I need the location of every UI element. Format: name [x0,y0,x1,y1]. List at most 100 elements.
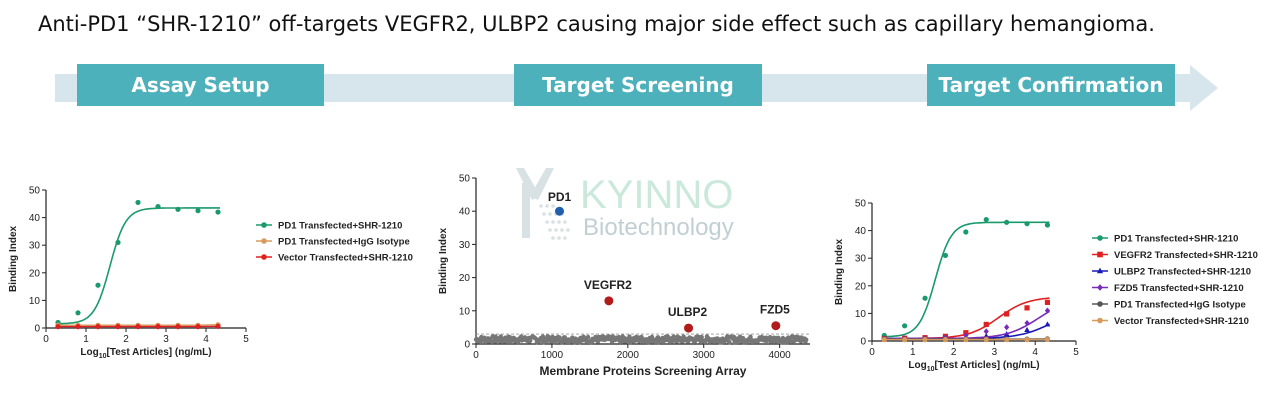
background-point [694,334,699,339]
background-point [698,339,704,344]
background-point [798,339,804,344]
data-point [1024,319,1030,327]
background-point [786,337,792,342]
background-point [578,335,583,340]
background-point [489,339,494,345]
background-point [473,337,479,342]
y-tick-label: 20 [855,281,867,292]
background-point [793,337,798,343]
background-point [598,334,604,340]
background-point [500,336,506,342]
data-point [155,324,161,330]
background-point [499,337,504,342]
background-point [767,335,773,340]
data-point [963,337,969,343]
data-point [983,321,989,328]
background-point [479,336,485,341]
background-point [656,340,661,345]
background-point [737,338,742,343]
background-point [508,337,513,342]
background-point [496,336,501,341]
fit-curve [882,221,1050,338]
background-point [557,335,562,340]
y-tick-label: 0 [464,340,470,351]
background-point [524,337,529,342]
background-point [616,337,621,342]
background-point [701,338,707,344]
x-tick-label: 4000 [769,350,792,361]
background-point [718,337,723,342]
background-point [605,334,610,340]
background-point [553,335,558,341]
data-point [922,337,928,343]
hit-label-vegfr2: VEGFR2 [584,278,632,292]
background-point [688,335,693,341]
background-point [735,336,740,341]
background-point [666,335,671,340]
data-point [55,324,61,330]
logo-text-kyinno: KYINNO [580,173,733,217]
background-point [602,337,607,343]
data-point [175,206,181,212]
legend-label: Vector Transfected+SHR-1210 [278,253,413,264]
background-point [588,339,593,344]
data-point [902,335,908,342]
background-point [659,338,664,344]
background-point [485,338,490,344]
background-point [800,336,805,342]
background-point [483,339,488,345]
legend-swatch-marker [261,238,267,244]
background-point [712,337,717,342]
background-point [719,340,725,345]
series-pd1-transfected-igg-isotype [881,336,1051,342]
background-point [633,338,638,343]
data-point [902,337,908,343]
x-tick-label: 1 [83,334,89,345]
background-point [744,339,749,345]
background-point [685,336,690,342]
background-point [518,334,524,339]
data-point [115,322,121,328]
background-point [600,334,606,339]
data-point [95,322,101,328]
background-point [538,336,543,341]
legend-swatch-marker [1097,284,1103,291]
background-point [515,339,521,345]
background-point [784,336,789,342]
data-point [963,336,969,342]
background-point [746,337,751,342]
background-point [782,337,788,342]
background-point [673,338,678,343]
background-point [527,339,532,344]
background-point [692,339,698,344]
x-tick-label: 3000 [693,350,716,361]
background-point [771,335,777,340]
background-point [774,339,780,344]
background-point [558,339,563,344]
data-point [881,332,887,339]
background-point [594,337,600,342]
step-target-screening: Target Screening [514,64,762,106]
background-point [758,337,764,342]
y-tick-label: 10 [855,309,867,320]
background-point [739,339,744,344]
background-point [733,338,738,343]
background-point [588,338,594,343]
data-point [135,199,141,206]
data-point [1044,336,1051,342]
background-point [754,338,759,343]
background-point [498,334,503,339]
background-point [517,336,522,341]
background-point [586,339,591,344]
background-point [759,334,764,340]
background-point [637,338,643,343]
data-point [155,203,161,210]
legend-label: ULBP2 Transfected+SHR-1210 [1114,267,1251,278]
background-point [501,338,506,343]
background-point [670,335,675,341]
background-point [745,338,750,343]
background-point [555,334,561,340]
background-point [713,336,718,342]
legend-label: PD1 Transfected+IgG Isotype [278,237,410,248]
data-point [95,282,101,288]
